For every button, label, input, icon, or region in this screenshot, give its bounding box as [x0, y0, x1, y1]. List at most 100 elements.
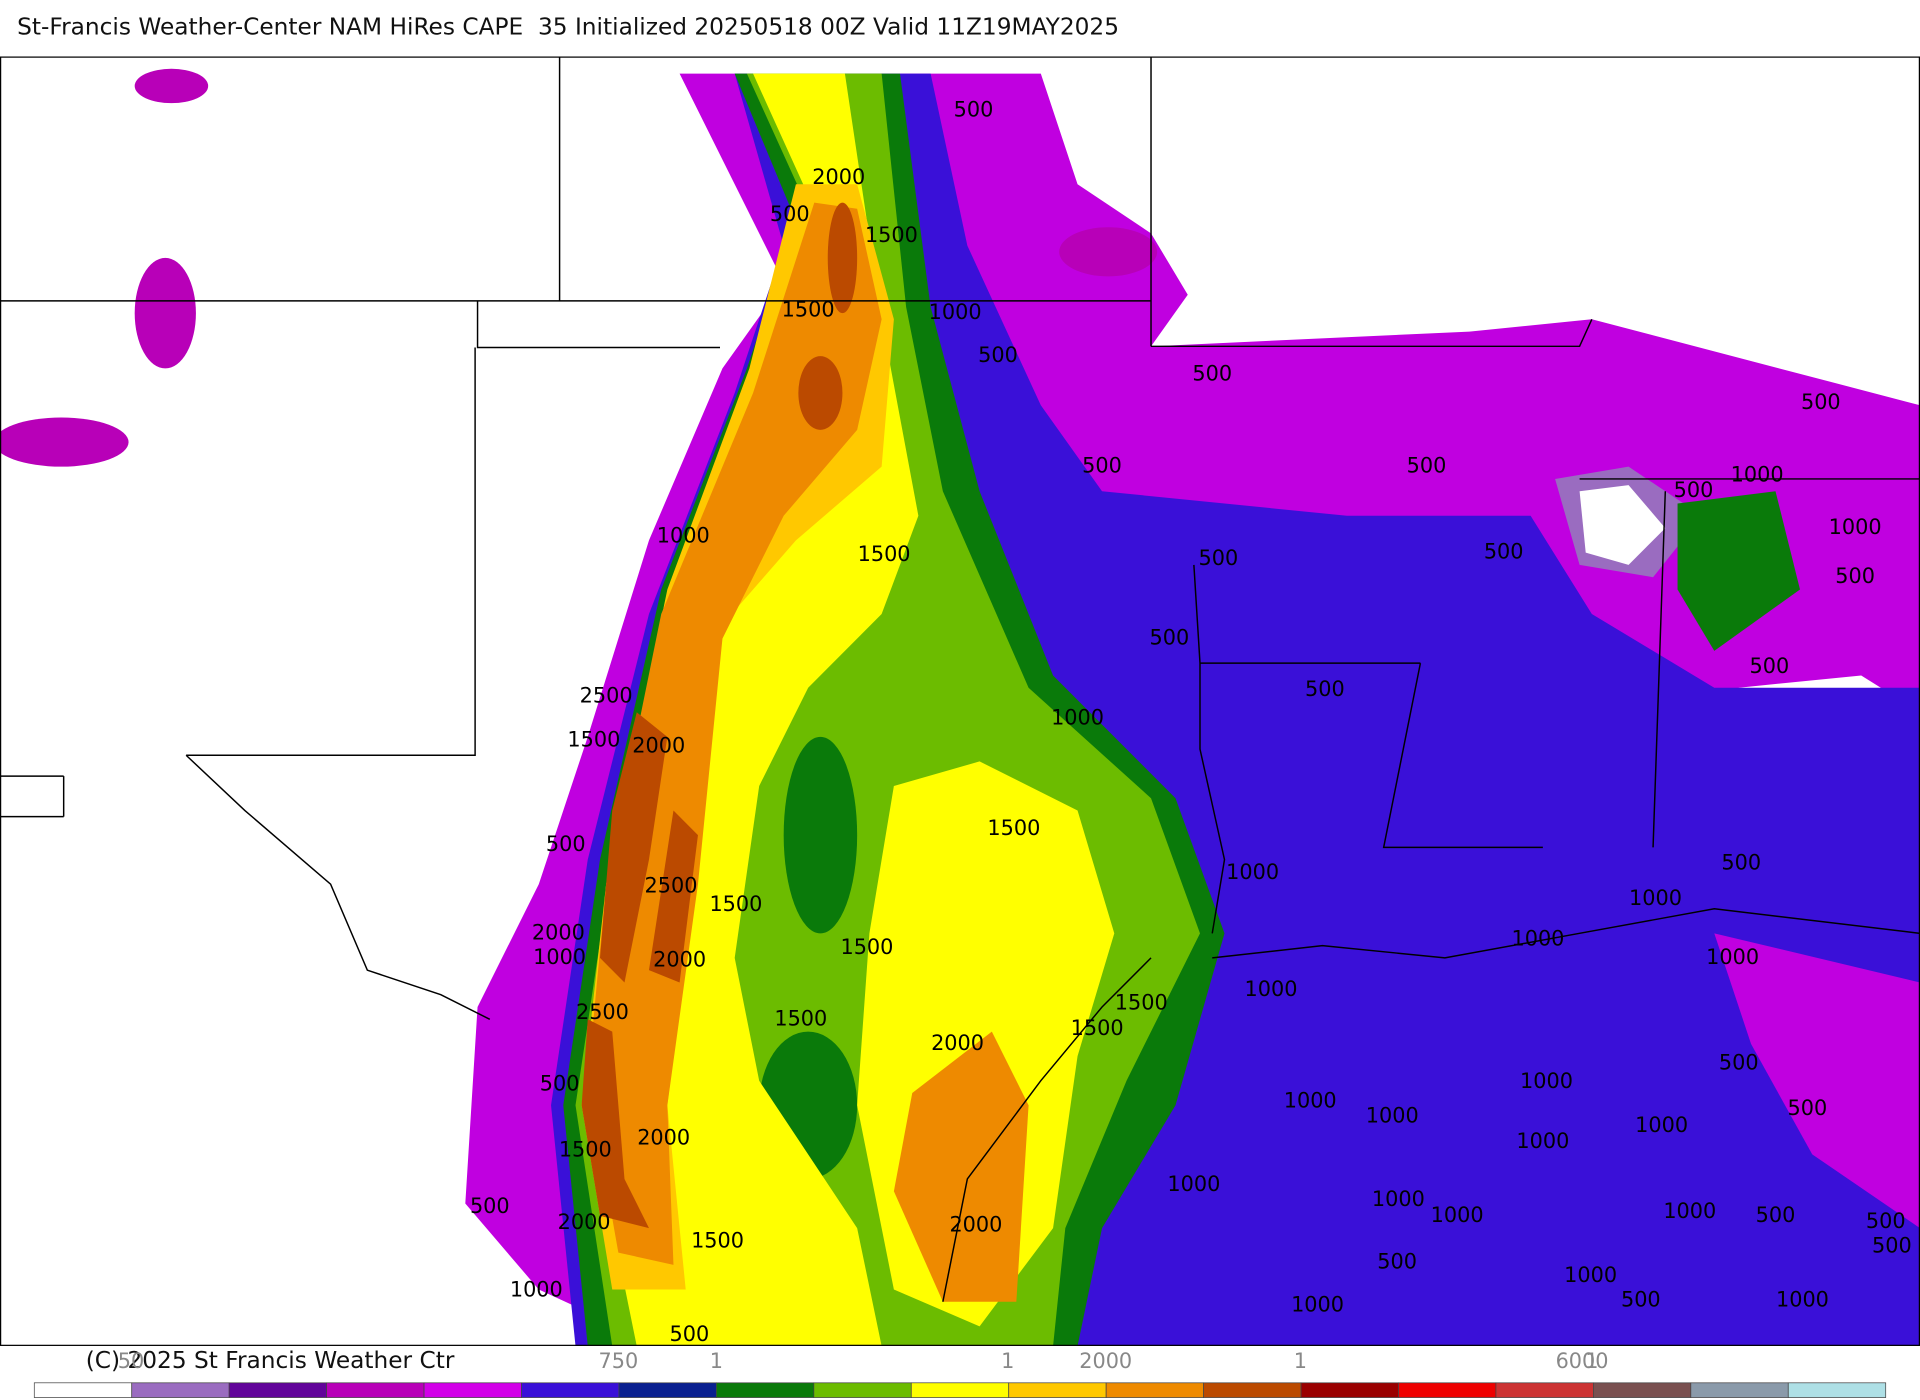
colorbar-label: 1	[1585, 1349, 1598, 1373]
contour-label: 1000	[1167, 1172, 1220, 1196]
contour-label: 1000	[1663, 1199, 1716, 1223]
contour-label: 1000	[1431, 1203, 1484, 1227]
contour-label: 1000	[1226, 860, 1279, 884]
cape-orange-coast	[893, 1031, 1029, 1302]
contour-label: 2000	[949, 1213, 1002, 1237]
colorbar-swatch	[33, 1382, 133, 1398]
colorbar-label: 1	[1294, 1349, 1307, 1373]
contour-label: 500	[954, 98, 994, 122]
contour-label: 500	[670, 1322, 710, 1346]
colorbar-label: 1	[710, 1349, 723, 1373]
contour-label: 500	[1150, 626, 1190, 650]
contour-label: 1500	[774, 1006, 827, 1030]
colorbar-swatch	[1008, 1382, 1107, 1398]
colorbar-swatch	[1495, 1382, 1594, 1398]
contour-label: 2000	[653, 947, 706, 971]
colorbar-swatch	[1300, 1382, 1399, 1398]
contour-label: 1000	[1829, 515, 1882, 539]
colorbar-label: 2000	[1079, 1349, 1132, 1373]
contour-label: 500	[1674, 478, 1714, 502]
contour-label: 500	[770, 202, 810, 226]
contour-label: 500	[1721, 850, 1761, 874]
contour-label: 500	[1872, 1233, 1912, 1257]
contour-label: 1500	[840, 935, 893, 959]
cape-brown	[798, 356, 843, 430]
colorbar-swatch	[716, 1382, 815, 1398]
contour-label: 500	[1719, 1050, 1759, 1074]
contour-label: 2000	[812, 165, 865, 189]
contour-label: 1000	[657, 524, 710, 548]
contour-label: 2500	[580, 683, 633, 707]
map-frame	[0, 56, 1920, 1346]
contour-label: 1000	[1629, 886, 1682, 910]
cape-blob	[1059, 227, 1158, 277]
colorbar-swatch	[1690, 1382, 1789, 1398]
contour-label: 1000	[1516, 1129, 1569, 1153]
colorbar-swatch	[131, 1382, 230, 1398]
contour-label: 500	[540, 1071, 580, 1095]
colorbar-swatch	[1593, 1382, 1692, 1398]
colorbar-label: 750	[599, 1349, 639, 1373]
contour-label: 1500	[691, 1229, 744, 1253]
contour-label: 500	[1484, 540, 1524, 564]
contour-label: 1000	[510, 1278, 563, 1302]
colorbar-swatch	[1398, 1382, 1497, 1398]
contour-label: 1000	[1635, 1113, 1688, 1137]
contour-label: 1000	[1511, 926, 1564, 950]
contour-label: 1000	[533, 945, 586, 969]
contour-label: 1500	[709, 892, 762, 916]
copyright: (C) 2025 St Francis Weather Ctr	[86, 1347, 455, 1374]
contour-label: 500	[1621, 1288, 1661, 1312]
contour-label: 2000	[558, 1210, 611, 1234]
cape-brown	[600, 712, 668, 983]
contour-label: 1500	[782, 298, 835, 322]
contour-label: 1000	[1564, 1263, 1617, 1287]
contour-label: 500	[1199, 546, 1239, 570]
contour-label: 1000	[1372, 1187, 1425, 1211]
contour-label: 500	[546, 832, 586, 856]
cape-brown	[827, 202, 858, 314]
contour-label: 1000	[1284, 1089, 1337, 1113]
contour-label: 1000	[1520, 1069, 1573, 1093]
title: St-Francis Weather-Center NAM HiRes CAPE…	[17, 13, 1119, 40]
colorbar-swatch	[228, 1382, 327, 1398]
cape-blob	[0, 417, 129, 467]
contour-label: 500	[1377, 1249, 1417, 1273]
contour-label: 500	[1082, 454, 1122, 478]
contour-label: 500	[1787, 1096, 1827, 1120]
colorbar-swatch	[423, 1382, 522, 1398]
contour-label: 1000	[1731, 462, 1784, 486]
colorbar-swatch	[813, 1382, 912, 1398]
cape-green-east	[1677, 491, 1800, 651]
contour-label: 1000	[1245, 977, 1298, 1001]
cape-white-patch	[1579, 485, 1666, 565]
cape-magenta-east	[1714, 933, 1920, 1229]
contour-label: 500	[470, 1194, 510, 1218]
west-blobs	[0, 68, 1158, 467]
cape-blob	[134, 68, 209, 104]
colorbar-label: 50	[118, 1349, 144, 1373]
coastline	[942, 908, 1920, 1302]
contour-label: 1000	[1776, 1288, 1829, 1312]
colorbar-label: 1	[1001, 1349, 1014, 1373]
contour-label: 500	[1750, 654, 1790, 678]
contour-label: 500	[1756, 1203, 1796, 1227]
contour-label: 500	[1407, 454, 1447, 478]
boundaries	[0, 56, 1920, 1302]
contour-label: 1000	[1291, 1292, 1344, 1316]
colorbar-swatch	[1787, 1382, 1887, 1398]
contour-label: 1000	[929, 300, 982, 324]
cape-blob	[134, 257, 196, 369]
state-border	[1151, 318, 1920, 934]
contour-label: 1500	[1115, 990, 1168, 1014]
colorbar-swatch	[910, 1382, 1010, 1398]
colorbar-swatch	[1203, 1382, 1302, 1398]
contour-label: 2500	[645, 874, 698, 898]
contour-label: 2000	[532, 920, 585, 944]
contour-label: 1000	[1051, 705, 1104, 729]
contour-label: 1500	[1071, 1016, 1124, 1040]
